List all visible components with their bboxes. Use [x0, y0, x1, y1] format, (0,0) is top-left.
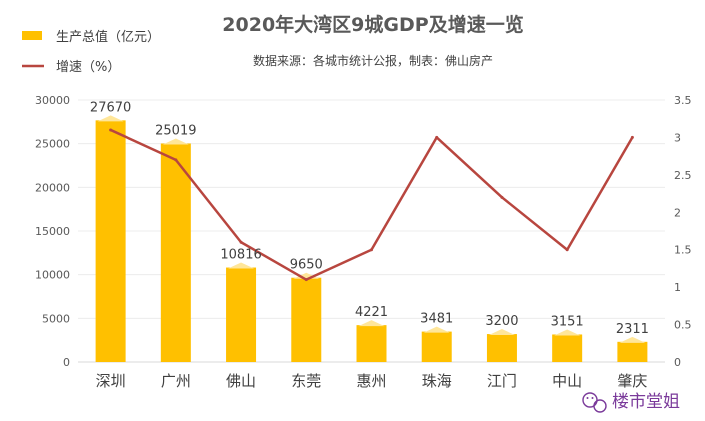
- bar-value-label: 4221: [355, 305, 388, 320]
- legend: 生产总值（亿元） 增速（%）: [22, 29, 160, 75]
- bar-cap: [97, 115, 124, 122]
- y2-tick-label: 1: [674, 281, 681, 294]
- growth-point: [174, 158, 178, 162]
- watermark-text: 楼市堂姐: [612, 392, 680, 412]
- category-label: 惠州: [356, 372, 386, 390]
- growth-point: [500, 195, 504, 199]
- bar: [421, 331, 452, 362]
- bar: [617, 341, 648, 362]
- bar-cap: [423, 326, 450, 333]
- growth-point: [239, 240, 243, 244]
- growth-point: [109, 128, 113, 132]
- y-tick-label: 10000: [35, 269, 70, 282]
- y2-tick-label: 0: [674, 356, 681, 369]
- bar: [356, 325, 387, 362]
- y-axis-right: 0 0.5 1 1.5 2 2.5 3 3.5: [674, 94, 692, 369]
- y2-tick-label: 1.5: [674, 244, 692, 257]
- y-tick-label: 15000: [35, 225, 70, 238]
- bar-cap: [228, 262, 255, 269]
- bar-cap: [488, 329, 515, 336]
- y-axis-left: 0 5000 10000 15000 20000 25000 30000: [35, 94, 70, 369]
- bar: [95, 120, 126, 362]
- bar-value-label: 9650: [290, 258, 323, 273]
- bar-value-label: 27670: [90, 100, 131, 115]
- y2-tick-label: 2.5: [674, 169, 692, 182]
- growth-point: [370, 248, 373, 252]
- y-tick-label: 25000: [35, 138, 70, 151]
- bar-value-label: 2311: [616, 322, 649, 337]
- bar-series: [95, 115, 648, 362]
- category-label: 珠海: [422, 372, 452, 390]
- bar: [552, 334, 583, 362]
- wechat-icon: [582, 392, 607, 413]
- bar: [226, 267, 257, 362]
- bar-cap: [554, 329, 581, 336]
- growth-line-series: [109, 128, 634, 282]
- growth-point: [565, 248, 569, 252]
- bar: [160, 143, 191, 362]
- bar: [291, 277, 322, 362]
- bar: [486, 334, 517, 362]
- category-label: 佛山: [226, 372, 256, 390]
- y2-tick-label: 2: [674, 206, 681, 219]
- bar-value-label: 3151: [551, 314, 584, 329]
- y2-tick-label: 0.5: [674, 319, 692, 332]
- data-labels: 27670 25019 10816 9650 4221 3481 3200 3151 2311: [90, 100, 649, 336]
- legend-label-gdp: 生产总值（亿元）: [56, 29, 160, 45]
- y-tick-label: 20000: [35, 181, 70, 194]
- y-tick-label: 5000: [42, 312, 70, 325]
- y2-tick-label: 3: [674, 131, 681, 144]
- growth-point: [304, 278, 308, 282]
- y-tick-label: 0: [63, 356, 70, 369]
- bar-cap: [162, 138, 189, 145]
- category-label: 东莞: [291, 372, 321, 390]
- x-axis-categories: 深圳 广州 佛山 东莞 惠州 珠海 江门 中山 肇庆: [96, 372, 648, 390]
- category-label: 江门: [487, 372, 517, 390]
- bar-value-label: 3481: [420, 312, 453, 327]
- category-label: 广州: [161, 372, 191, 390]
- y-tick-label: 30000: [35, 94, 70, 107]
- growth-point: [630, 135, 634, 139]
- bar-value-label: 25019: [155, 124, 196, 139]
- bar-value-label: 3200: [485, 314, 518, 329]
- legend-swatch-gdp: [22, 31, 42, 40]
- bar-cap: [358, 320, 385, 327]
- watermark: 楼市堂姐: [582, 392, 680, 413]
- bar-value-label: 10816: [220, 248, 261, 263]
- y2-tick-label: 3.5: [674, 94, 692, 107]
- category-label: 肇庆: [617, 372, 647, 390]
- category-label: 深圳: [96, 372, 126, 390]
- chart-subtitle: 数据来源：各城市统计公报，制表：佛山房产: [253, 53, 493, 68]
- bar-cap: [619, 336, 646, 343]
- category-label: 中山: [552, 372, 582, 390]
- chart-title: 2020年大湾区9城GDP及增速一览: [222, 13, 523, 36]
- legend-label-growth: 增速（%）: [56, 60, 120, 75]
- growth-point: [435, 135, 439, 139]
